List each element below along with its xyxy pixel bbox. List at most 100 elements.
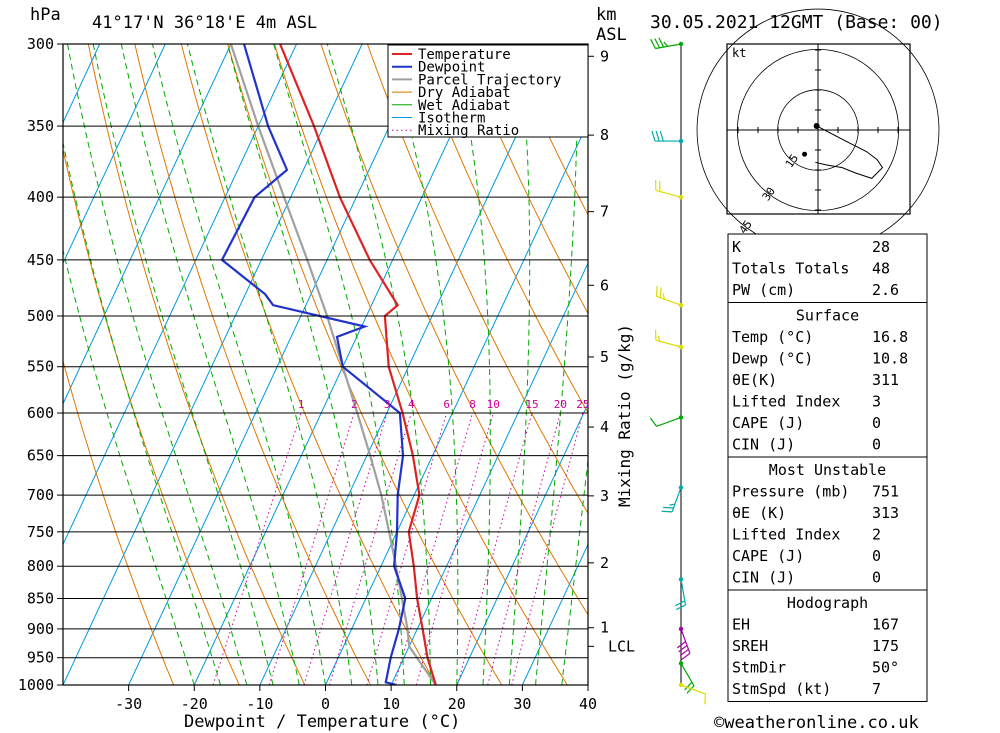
hodograph-storm-marker — [802, 151, 808, 157]
index-label: EH — [732, 616, 750, 634]
index-value: 48 — [872, 260, 890, 278]
index-value: 311 — [872, 371, 899, 389]
pressure-tick-label: 850 — [27, 589, 54, 607]
wet-adiabat-line — [120, 44, 300, 685]
wind-barb-flag — [704, 693, 707, 705]
indices-most-unstable-box — [727, 456, 928, 591]
mixing-ratio-line — [268, 412, 355, 685]
pressure-tick-label: 750 — [27, 523, 54, 541]
lcl-label: LCL — [608, 637, 635, 655]
wet-adiabat-line — [508, 44, 531, 685]
mixing-ratio-line — [457, 412, 533, 685]
legend-entry: Parcel Trajectory — [418, 72, 561, 88]
legend-entry: Wet Adiabat — [418, 98, 511, 114]
index-label: Pressure (mb) — [732, 483, 849, 501]
index-value: 0 — [872, 414, 881, 432]
index-value: 0 — [872, 569, 881, 587]
dry-adiabat-line — [180, 44, 437, 685]
wind-barb-flag — [651, 130, 656, 142]
indices-surface-box — [727, 302, 928, 458]
temperature-tick-label: 10 — [382, 695, 400, 713]
hodograph-ring-label: 30 — [760, 185, 778, 203]
legend-entry: Dewpoint — [418, 60, 485, 76]
temperature-tick-label: -20 — [181, 695, 208, 713]
isotherm-line — [63, 44, 166, 265]
index-value: 28 — [872, 238, 890, 256]
index-label: SREH — [732, 637, 768, 655]
location-label: 41°17'N 36°18'E 4m ASL — [92, 13, 317, 33]
mixing-ratio-axis-label: Mixing Ratio (g/kg) — [615, 324, 634, 507]
index-value: 167 — [872, 616, 899, 634]
wind-barb-flag — [661, 510, 673, 513]
pressure-tick-label: 600 — [27, 404, 54, 422]
wind-barb-flag — [659, 287, 662, 298]
wind-barb-flag — [669, 503, 676, 506]
hodograph-plot: kt 15 30 45 — [696, 8, 940, 252]
isotherm-line — [390, 261, 588, 685]
wind-barb — [649, 415, 684, 427]
pressure-tick-label: 350 — [27, 117, 54, 135]
isotherm-line — [63, 44, 232, 405]
mixing-ratio-line — [366, 412, 448, 685]
pressure-tick-label: 550 — [27, 358, 54, 376]
index-value: 0 — [872, 436, 881, 454]
wind-barb-flag — [663, 41, 669, 47]
indices-table: K 28 Totals Totals 48 PW (cm) 2.6 Surface Temp … — [727, 233, 928, 702]
wind-barb-flag — [662, 293, 665, 300]
wet-adiabat-line — [453, 44, 491, 685]
mixing-ratio-label: 6 — [443, 398, 450, 411]
km-tick-label: 7 — [600, 203, 609, 221]
wind-barb-shaft — [656, 416, 682, 427]
wind-barb-flag — [684, 681, 693, 691]
wet-adiabat-line — [326, 44, 431, 685]
wind-barb-flag — [675, 604, 686, 611]
plot-frame — [62, 43, 589, 686]
wind-barb-flag — [655, 285, 658, 297]
isotherm-line — [325, 121, 588, 685]
pressure-tick-label: 1000 — [18, 676, 54, 694]
wet-adiabat-line — [535, 44, 579, 685]
mixing-ratio-label: 4 — [408, 398, 415, 411]
mixing-ratio-label: 8 — [469, 398, 476, 411]
temperature-line — [279, 44, 437, 685]
dry-adiabat-line — [320, 44, 588, 616]
wind-barb — [661, 485, 684, 513]
wind-profile — [649, 37, 707, 705]
wind-barb-flag — [657, 335, 661, 342]
profile-series — [220, 44, 437, 685]
mixing-ratio-label: 20 — [554, 398, 567, 411]
copyright-label: ©weatheronline.co.uk — [714, 713, 919, 733]
index-label: Lifted Index — [732, 393, 840, 411]
wind-barb — [675, 577, 687, 611]
wind-barb-shaft — [655, 339, 682, 348]
wind-barb-flag — [658, 37, 665, 48]
wind-barb-flag — [675, 600, 686, 607]
legend-entry: Dry Adiabat — [418, 85, 511, 101]
pressure-tick-label: 500 — [27, 307, 54, 325]
km-tick-label: 4 — [600, 418, 609, 436]
temperature-tick-label: 30 — [513, 695, 531, 713]
dry-adiabat-line — [926, 44, 1000, 685]
index-value: 175 — [872, 637, 899, 655]
index-label: Temp (°C) — [732, 328, 813, 346]
hodograph-unit-label: kt — [732, 46, 746, 60]
isotherm-line — [63, 44, 363, 685]
mixing-ratio-labels: 1 2 3 4 6 8 10 15 20 25 — [298, 398, 590, 411]
isotherm-line — [259, 44, 560, 685]
pressure-tick-label: 300 — [27, 35, 54, 53]
temperature-tick-label: -10 — [246, 695, 273, 713]
index-value: 50° — [872, 659, 899, 677]
mixing-ratio-line — [511, 412, 584, 685]
index-value: 2 — [872, 526, 881, 544]
pressure-tick-label: 900 — [27, 620, 54, 638]
wind-barb — [678, 661, 695, 694]
pressure-tick-label: 950 — [27, 649, 54, 667]
index-value: 313 — [872, 504, 899, 522]
legend-entry: Mixing Ratio — [418, 123, 519, 139]
wind-barb-flag — [678, 645, 688, 653]
indices-hodograph-box — [727, 589, 928, 702]
index-value: 3 — [872, 393, 881, 411]
wind-barb-flag — [679, 648, 689, 657]
isotherm-line — [521, 543, 588, 685]
